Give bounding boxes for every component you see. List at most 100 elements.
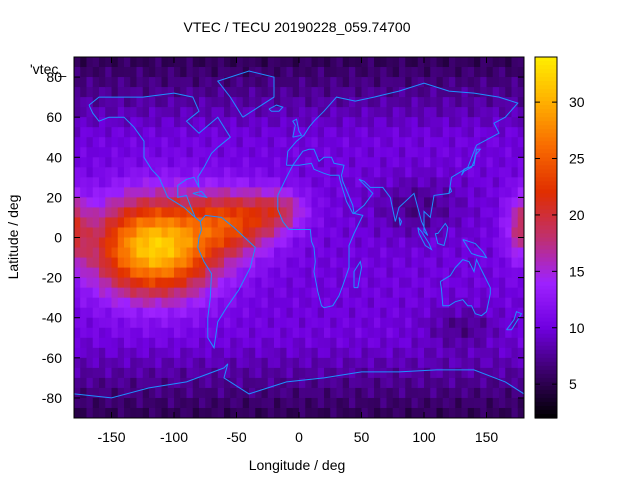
- heatmap-cell: [361, 247, 369, 259]
- heatmap-cell: [174, 157, 181, 168]
- heatmap-cell: [255, 107, 263, 118]
- heatmap-cell: [349, 217, 356, 229]
- heatmap-cell: [392, 237, 400, 249]
- heatmap-cell: [342, 227, 350, 239]
- heatmap-cell: [467, 57, 475, 68]
- heatmap-cell: [505, 207, 513, 219]
- heatmap-cell: [380, 397, 388, 409]
- coastline: [434, 222, 449, 247]
- heatmap-cell: [505, 67, 513, 78]
- heatmap-cell: [192, 127, 200, 138]
- heatmap-cell: [467, 257, 475, 269]
- colorbar-segment: [535, 397, 557, 403]
- heatmap-cell: [492, 237, 500, 249]
- heatmap-cell: [167, 137, 175, 148]
- heatmap-cell: [180, 307, 188, 319]
- heatmap-cell: [261, 57, 269, 68]
- heatmap-cell: [111, 287, 119, 299]
- heatmap-cell: [255, 97, 263, 108]
- heatmap-cell: [74, 227, 81, 239]
- heatmap-cell: [324, 227, 331, 239]
- heatmap-cell: [230, 87, 238, 98]
- heatmap-cell: [467, 377, 475, 389]
- heatmap-cell: [474, 307, 481, 319]
- heatmap-cell: [367, 177, 375, 188]
- heatmap-cell: [330, 127, 338, 138]
- heatmap-cell: [217, 157, 225, 168]
- heatmap-cell: [311, 127, 319, 138]
- colorbar-segment: [535, 409, 557, 415]
- heatmap-cell: [205, 127, 213, 138]
- heatmap-cell: [99, 167, 106, 178]
- heatmap-cell: [224, 197, 231, 209]
- heatmap-cell: [80, 257, 88, 269]
- heatmap-cell: [461, 407, 469, 418]
- heatmap-cell: [324, 237, 331, 249]
- heatmap-cell: [474, 187, 481, 198]
- heatmap-cell: [292, 397, 300, 409]
- heatmap-cell: [405, 317, 413, 329]
- heatmap-cell: [417, 147, 425, 158]
- heatmap-cell: [236, 77, 244, 88]
- heatmap-cell: [174, 297, 181, 309]
- heatmap-cell: [461, 77, 469, 88]
- heatmap-cell: [449, 337, 456, 349]
- heatmap-cell: [449, 187, 456, 198]
- heatmap-cell: [111, 327, 119, 339]
- heatmap-cell: [349, 337, 356, 349]
- heatmap-cell: [461, 337, 469, 349]
- heatmap-cell: [449, 107, 456, 118]
- heatmap-cell: [430, 387, 438, 399]
- heatmap-cell: [149, 207, 156, 219]
- heatmap-cell: [205, 77, 213, 88]
- heatmap-cell: [199, 347, 206, 359]
- heatmap-cell: [217, 257, 225, 269]
- heatmap-cell: [155, 187, 163, 198]
- heatmap-cell: [174, 67, 181, 78]
- heatmap-cell: [399, 177, 406, 188]
- heatmap-cell: [111, 187, 119, 198]
- heatmap-cell: [336, 197, 344, 209]
- heatmap-cell: [474, 237, 481, 249]
- heatmap-cell: [342, 157, 350, 168]
- heatmap-cell: [511, 57, 519, 68]
- heatmap-cell: [205, 67, 213, 78]
- heatmap-cell: [124, 57, 131, 68]
- heatmap-cell: [336, 237, 344, 249]
- colorbar-segment: [535, 197, 557, 202]
- heatmap-cell: [349, 127, 356, 138]
- heatmap-cell: [267, 297, 275, 309]
- heatmap-cell: [399, 247, 406, 259]
- heatmap-cell: [442, 107, 450, 118]
- heatmap-cell: [99, 187, 106, 198]
- heatmap-cell: [442, 127, 450, 138]
- heatmap-cell: [499, 267, 506, 279]
- heatmap-cell: [192, 297, 200, 309]
- heatmap-cell: [392, 137, 400, 148]
- heatmap-cell: [349, 67, 356, 78]
- heatmap-cell: [180, 117, 188, 128]
- heatmap-cell: [417, 97, 425, 108]
- heatmap-cell: [224, 377, 231, 389]
- heatmap-cell: [405, 227, 413, 239]
- heatmap-cell: [174, 137, 181, 148]
- heatmap-cell: [461, 207, 469, 219]
- heatmap-cell: [467, 327, 475, 339]
- heatmap-cell: [461, 157, 469, 168]
- heatmap-cell: [236, 167, 244, 178]
- heatmap-cell: [224, 147, 231, 158]
- heatmap-cell: [117, 167, 125, 178]
- heatmap-cell: [486, 247, 494, 259]
- heatmap-cell: [336, 107, 344, 118]
- heatmap-cell: [442, 267, 450, 279]
- heatmap-cell: [92, 117, 100, 128]
- heatmap-cell: [405, 287, 413, 299]
- heatmap-cell: [392, 117, 400, 128]
- heatmap-cell: [217, 347, 225, 359]
- heatmap-cell: [142, 107, 150, 118]
- x-tick-label: -100: [160, 429, 188, 445]
- heatmap-cell: [324, 247, 331, 259]
- heatmap-cell: [286, 267, 294, 279]
- heatmap-cell: [286, 167, 294, 178]
- heatmap-cell: [417, 277, 425, 289]
